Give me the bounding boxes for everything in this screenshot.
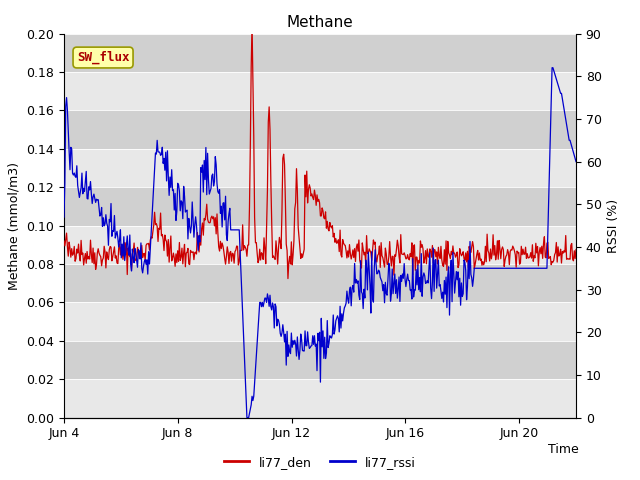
Bar	[64, 302, 576, 341]
Y-axis label: RSSI (%): RSSI (%)	[607, 199, 620, 252]
Bar	[64, 110, 576, 149]
Bar	[64, 72, 576, 110]
Title: Methane: Methane	[287, 15, 353, 30]
Bar	[64, 187, 576, 226]
X-axis label: Time: Time	[548, 443, 579, 456]
Bar	[64, 149, 576, 187]
Legend: li77_den, li77_rssi: li77_den, li77_rssi	[219, 451, 421, 474]
Y-axis label: Methane (mmol/m3): Methane (mmol/m3)	[8, 162, 20, 289]
Bar	[64, 226, 576, 264]
Bar	[64, 34, 576, 72]
Bar	[64, 341, 576, 379]
Bar	[64, 264, 576, 302]
Bar	[64, 379, 576, 418]
Text: SW_flux: SW_flux	[77, 51, 129, 64]
